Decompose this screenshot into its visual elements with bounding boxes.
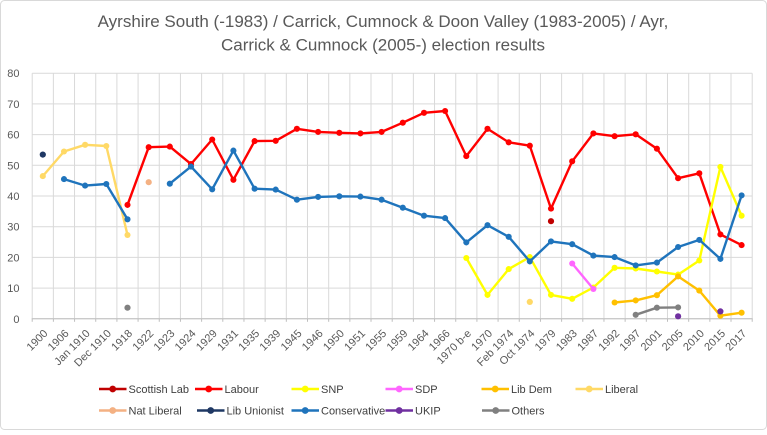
svg-text:80: 80: [7, 68, 19, 80]
svg-text:10: 10: [7, 283, 19, 295]
svg-text:Carrick & Cumnock (2005-) elec: Carrick & Cumnock (2005-) election resul…: [221, 35, 545, 54]
svg-text:Others: Others: [512, 406, 546, 418]
svg-text:UKIP: UKIP: [415, 406, 441, 418]
svg-text:70: 70: [7, 99, 19, 111]
svg-text:30: 30: [7, 222, 19, 234]
svg-text:Liberal: Liberal: [605, 384, 638, 396]
svg-text:Labour: Labour: [225, 384, 260, 396]
svg-text:50: 50: [7, 160, 19, 172]
svg-text:0: 0: [13, 314, 19, 326]
svg-text:Lib Dem: Lib Dem: [511, 384, 552, 396]
svg-text:60: 60: [7, 130, 19, 142]
svg-text:Scottish Lab: Scottish Lab: [129, 384, 190, 396]
svg-text:Nat Liberal: Nat Liberal: [129, 406, 182, 418]
svg-text:40: 40: [7, 191, 19, 203]
svg-text:20: 20: [7, 252, 19, 264]
svg-text:Conservative: Conservative: [321, 406, 385, 418]
svg-text:Ayrshire South (-1983) / Carri: Ayrshire South (-1983) / Carrick, Cumnoc…: [98, 12, 669, 31]
svg-text:Lib Unionist: Lib Unionist: [227, 406, 284, 418]
svg-text:SNP: SNP: [321, 384, 344, 396]
svg-text:SDP: SDP: [415, 384, 438, 396]
